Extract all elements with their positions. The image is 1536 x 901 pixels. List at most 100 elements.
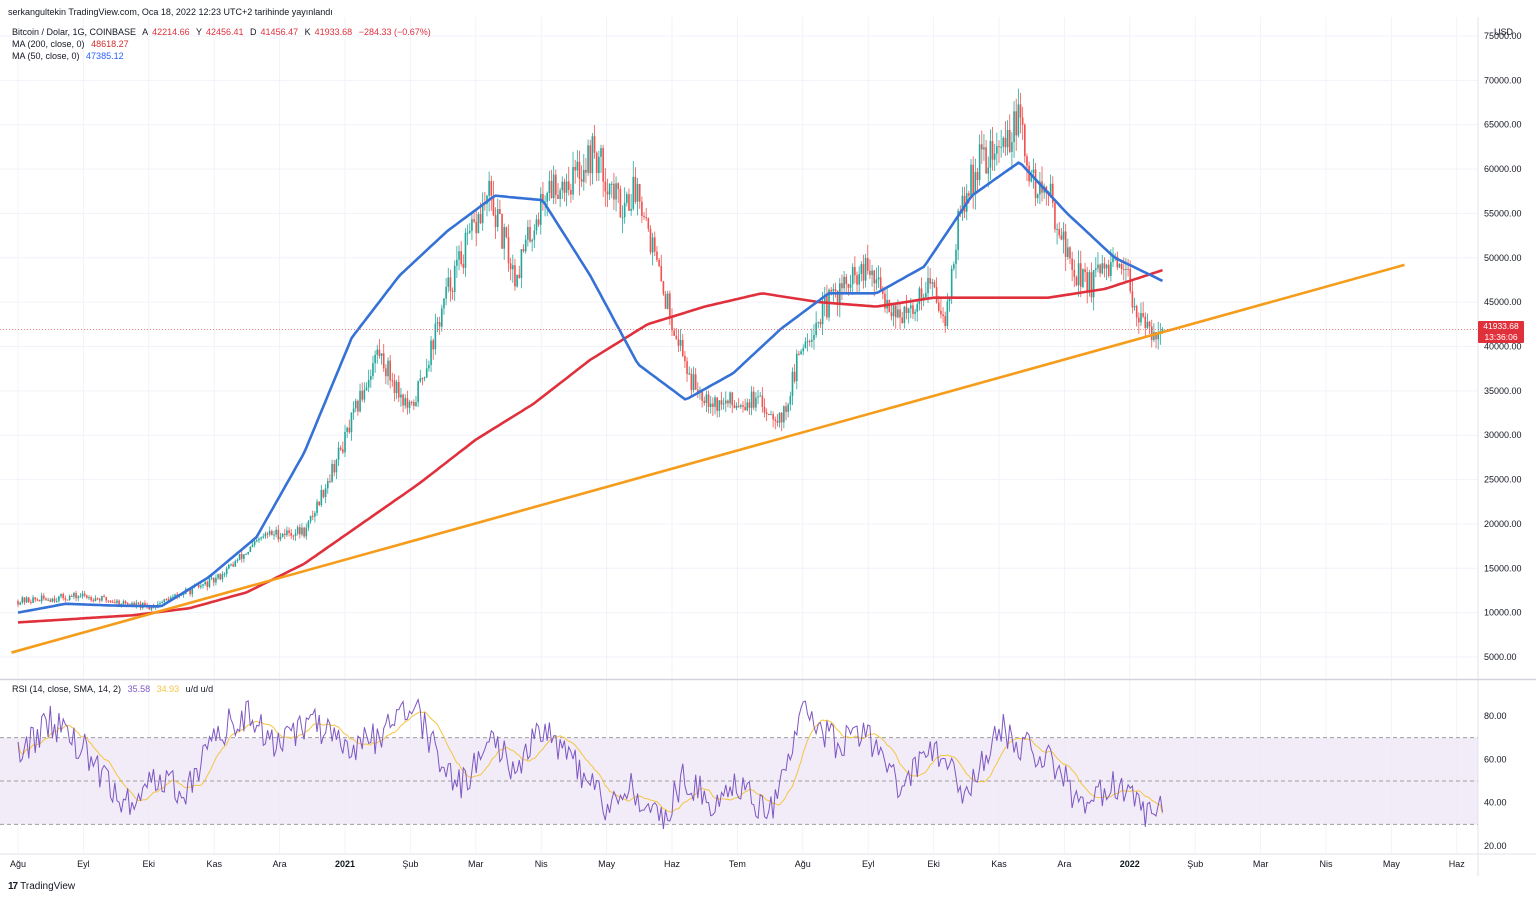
candle [675,328,678,340]
candle [98,597,101,603]
symbol-legend[interactable]: Bitcoin / Dolar, 1G, COINBASE A 42214.66 … [12,27,435,37]
price-tick-label: 5000.00 [1484,652,1517,662]
candle-body [271,531,273,535]
candle [294,529,297,541]
time-tick-label: Nis [1320,859,1333,869]
candle-body [1131,291,1134,308]
ma200-legend[interactable]: MA (200, close, 0) 48618.27 [12,39,133,49]
candle-body [425,368,428,378]
candle-body [907,308,910,313]
candle [623,187,626,224]
candle-body [765,412,768,414]
candle-body [303,527,305,537]
price-tick-label: 75000.00 [1484,31,1522,41]
candle [617,182,620,204]
candle-body [363,389,366,400]
candle [32,595,34,604]
candle [445,278,447,306]
rsi-legend[interactable]: RSI (14, close, SMA, 14, 2) 35.58 34.93 … [12,684,217,694]
candle [511,254,514,283]
candle [707,390,710,414]
candle-body [830,289,833,292]
candle-body [774,419,777,421]
candle-body [144,603,146,606]
candle-body [346,427,348,432]
candle [643,212,645,220]
candle [856,271,858,293]
candle [393,374,396,402]
candle [838,278,841,318]
candle-body [798,353,800,355]
candle-body [901,317,904,324]
candle-body [580,178,583,182]
price-tick-label: 50000.00 [1484,253,1522,263]
candle [365,382,368,391]
candle-body [240,553,243,559]
candle-body [60,594,62,597]
candle [666,290,669,310]
tradingview-watermark[interactable]: 17 TradingView [8,881,75,892]
candle [658,257,660,268]
rsi-sma-line [17,711,1163,814]
candle-body [499,209,501,214]
candle-body [1101,263,1104,274]
candle [619,185,622,218]
candle-body [819,321,822,325]
candle-body [535,219,538,231]
candle-body [296,527,299,534]
candle-body [914,311,916,314]
candle [425,358,428,379]
price-tick-label: 70000.00 [1484,75,1522,85]
candle-body [45,598,47,600]
candle [316,499,318,516]
candle-body [1082,269,1084,287]
candle [462,254,465,274]
candle [662,280,665,296]
ma200-value: 48618.27 [91,39,129,49]
candle-body [684,355,686,362]
candle [421,377,424,386]
candle-body [561,181,564,191]
candle [468,223,471,234]
candle [376,344,379,364]
candle [630,193,632,216]
candle-body [978,144,981,181]
candle-body [520,249,523,278]
candle-body [490,180,493,196]
candle-body [664,294,667,309]
ma50-legend[interactable]: MA (50, close, 0) 47385.12 [12,51,128,61]
candle [1079,250,1082,298]
candle [920,277,923,311]
candle [212,577,215,587]
candle-body [40,595,43,602]
candle [916,299,919,322]
candle-body [191,586,194,595]
candle [1008,114,1011,154]
candle-body [866,257,869,271]
candle [305,523,308,540]
candle-body [647,218,650,229]
candle [464,228,467,277]
candle [486,194,488,217]
candle [219,573,222,581]
candle [499,199,501,215]
candle-body [740,405,742,407]
candle [417,380,419,408]
currency-label[interactable]: USD [1494,27,1517,37]
candle [1067,238,1069,260]
candle-body [159,603,161,605]
candle-body [247,551,250,554]
candle [73,591,75,600]
candle-body [275,529,277,535]
candle-body [882,289,884,294]
candle-body [931,282,934,284]
candle [296,525,299,536]
candle-body [182,594,185,596]
candle-body [516,274,518,287]
candle-body [572,166,574,195]
candle [17,599,19,607]
candle [275,526,277,538]
candle-body [628,194,630,211]
candle-body [727,400,729,404]
candle-body [221,574,224,580]
